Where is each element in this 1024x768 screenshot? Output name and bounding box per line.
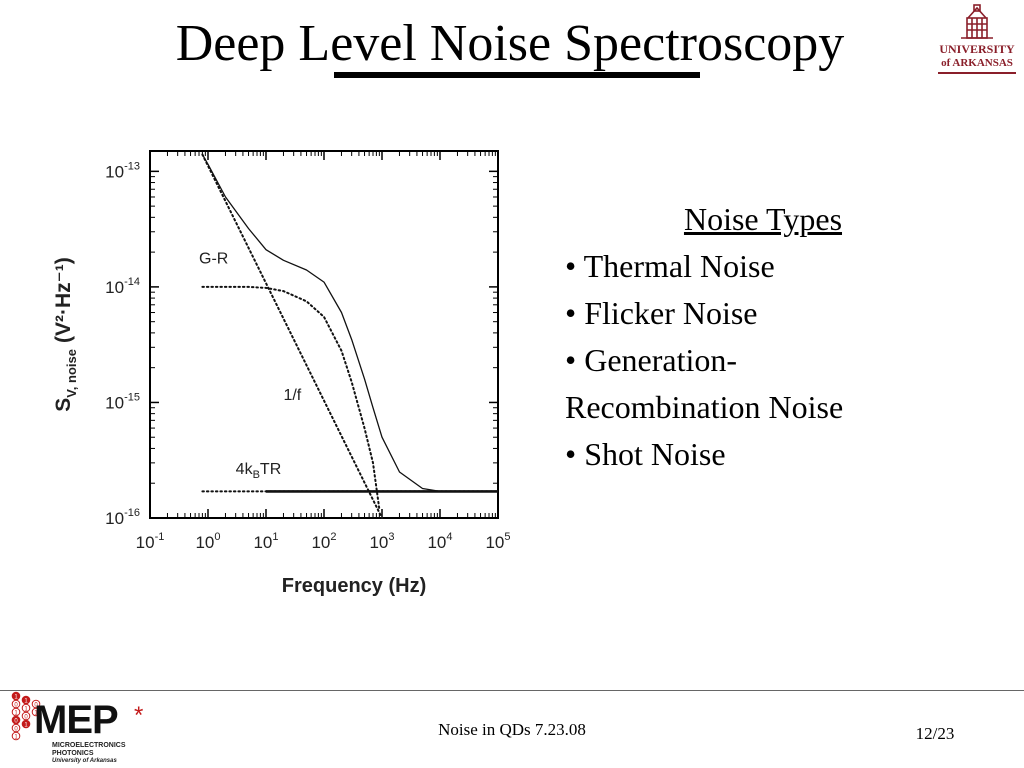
series-1-line [201, 153, 383, 519]
x-tick-label: 10-1 [136, 531, 165, 552]
bit-digit: 0 [14, 727, 18, 733]
x-tick-label: 102 [311, 531, 336, 552]
mep-logo-text: MEP [34, 698, 119, 742]
noise-types-panel: Noise Types • Thermal Noise • Flicker No… [565, 196, 935, 478]
y-tick-label: 10-15 [105, 391, 140, 412]
bit-circle [31, 707, 41, 717]
noise-type-item: • Shot Noise [565, 436, 726, 472]
university-logo-line2: of ARKANSAS [941, 57, 1013, 69]
bit-circle [11, 731, 21, 741]
footer-divider [0, 690, 1024, 691]
y-tick-label: 10-16 [105, 507, 140, 528]
university-logo-bar [938, 72, 1016, 74]
footer-text: Noise in QDs 7.23.08 [438, 720, 586, 739]
noise-types-heading: Noise Types [683, 201, 843, 237]
mep-logo-star: * [134, 702, 144, 729]
y-tick-label: 10-13 [105, 160, 140, 181]
university-logo: UNIVERSITY of ARKANSAS [934, 4, 1020, 84]
noise-type-item: • Generation- [565, 342, 738, 378]
bit-circle [21, 719, 31, 729]
bit-digit: 0 [14, 719, 18, 725]
noise-type-item: • Flicker Noise [565, 295, 758, 331]
y-tick-label: 10-14 [105, 276, 140, 297]
plot-frame [149, 150, 499, 519]
mep-logo-sub3: University of Arkansas [52, 758, 117, 764]
slide-title: Deep Level Noise Spectroscopy [175, 15, 845, 72]
mep-logo-sub1: MICROELECTRONICS [52, 742, 126, 749]
chart-annotation: 1/f [283, 387, 301, 404]
chart-annotation: 4kBTR [236, 461, 282, 481]
y-axis-label: SV, noise(V²·Hz⁻¹) [52, 257, 79, 411]
chart-annotation: G-R [199, 250, 228, 267]
x-tick-label: 105 [485, 531, 510, 552]
page-number: 12/23 [915, 724, 955, 743]
old-main-building-icon [961, 4, 993, 39]
series-2-line [201, 285, 381, 510]
series-0-line [201, 154, 498, 493]
x-tick-label: 103 [369, 531, 394, 552]
x-tick-label: 100 [195, 531, 220, 552]
university-logo-line1: UNIVERSITY [939, 42, 1015, 56]
bit-digit: 1 [14, 711, 18, 717]
noise-type-item: Recombination Noise [565, 389, 844, 425]
x-axis-label: Frequency (Hz) [282, 575, 426, 597]
bit-digit: 1 [24, 707, 28, 713]
bit-digit: 0 [34, 703, 38, 709]
noise-type-item: • Thermal Noise [565, 248, 775, 284]
bit-digit: 0 [14, 703, 18, 709]
bit-digit: 1 [24, 723, 28, 729]
bit-digit: 1 [24, 699, 28, 705]
title-underline [334, 72, 700, 78]
bit-digit: 1 [14, 695, 18, 701]
x-tick-label: 104 [427, 531, 452, 552]
bit-digit: 1 [14, 735, 18, 741]
bit-digit: 0 [24, 715, 28, 721]
x-tick-label: 101 [253, 531, 278, 552]
mep-logo-sub2: PHOTONICS [52, 750, 94, 757]
bit-digit: 1 [34, 711, 38, 717]
noise-spectrum-chart: 10-1 100 101 102 103 104 105 10-16 10-15 10-14 10-… [52, 150, 511, 597]
